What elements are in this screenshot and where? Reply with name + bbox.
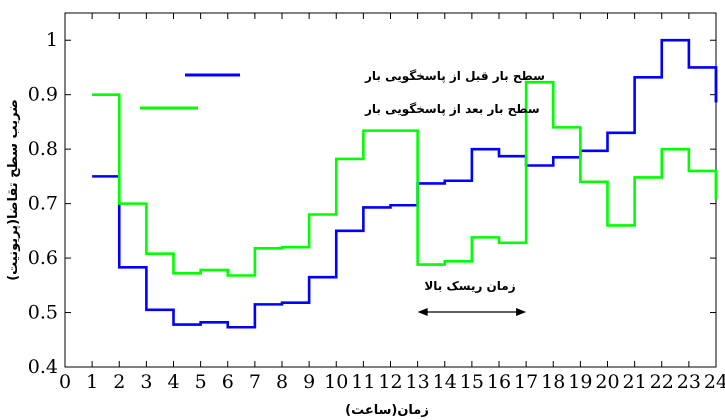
x-tick-label: 17 [514,371,538,393]
series-line-after-dr [92,80,718,277]
plot-area-frame [64,12,717,368]
series-line-before-dr [92,38,718,329]
x-tick-label: 12 [378,371,402,393]
x-tick-label: 15 [460,371,484,393]
x-tick-label: 2 [113,371,125,393]
arrowhead-right [516,308,527,316]
arrowhead-left [417,308,428,316]
x-tick-label: 13 [406,371,430,393]
x-tick-label: 1 [86,371,98,393]
x-tick-label: 18 [541,371,565,393]
y-tick-label: 0.4 [28,356,58,378]
x-tick-label: 23 [677,371,701,393]
x-tick-label: 20 [595,371,619,393]
y-tick-label: 1 [46,29,58,51]
x-tick-label: 16 [487,371,511,393]
series-layer [92,38,718,329]
annotation-label: زمان ریسک بالا [424,279,515,293]
x-tick-label: 14 [433,371,457,393]
x-tick-label: 21 [623,371,647,393]
y-tick-label: 0.5 [28,302,58,324]
x-tick-label: 8 [276,371,288,393]
x-tick-label: 7 [249,371,261,393]
x-tick-label: 4 [167,371,179,393]
x-tick-label: 6 [222,371,234,393]
legend-label-before-dr: سطح بار قبل از پاسخگویی بار [364,69,545,84]
y-tick-label: 0.8 [28,138,58,160]
y-tick-label: 0.9 [28,84,58,106]
x-tick-label: 22 [650,371,674,393]
legend-label-after-dr: سطح بار بعد از پاسخگویی بار [364,102,540,117]
x-tick-label: 0 [59,371,71,393]
x-tick-label: 9 [303,371,315,393]
x-tick-label: 11 [351,371,375,393]
annotation-high-risk: زمان ریسک بالا [417,279,527,316]
y-tick-label: 0.6 [28,247,58,269]
x-tick-label: 5 [195,371,207,393]
x-tick-label: 10 [324,371,348,393]
legend: سطح بار قبل از پاسخگویی بار سطح بار بعد … [140,69,545,117]
x-axis: 0 1 2 3 4 5 6 7 8 9 10 11 12 13 14 15 16 17 18 19 20 21 22 23 24 [59,13,725,393]
x-tick-label: 3 [140,371,152,393]
x-tick-label: 24 [704,371,725,393]
y-axis-title: ضریب سطح تقاضا(پریونیت) [6,99,21,281]
y-axis: 0.4 0.5 0.6 0.7 0.8 0.9 1 [28,29,716,378]
x-tick-label: 19 [568,371,592,393]
x-axis-title: زمان(ساعت) [345,403,429,418]
y-tick-label: 0.7 [28,193,58,215]
